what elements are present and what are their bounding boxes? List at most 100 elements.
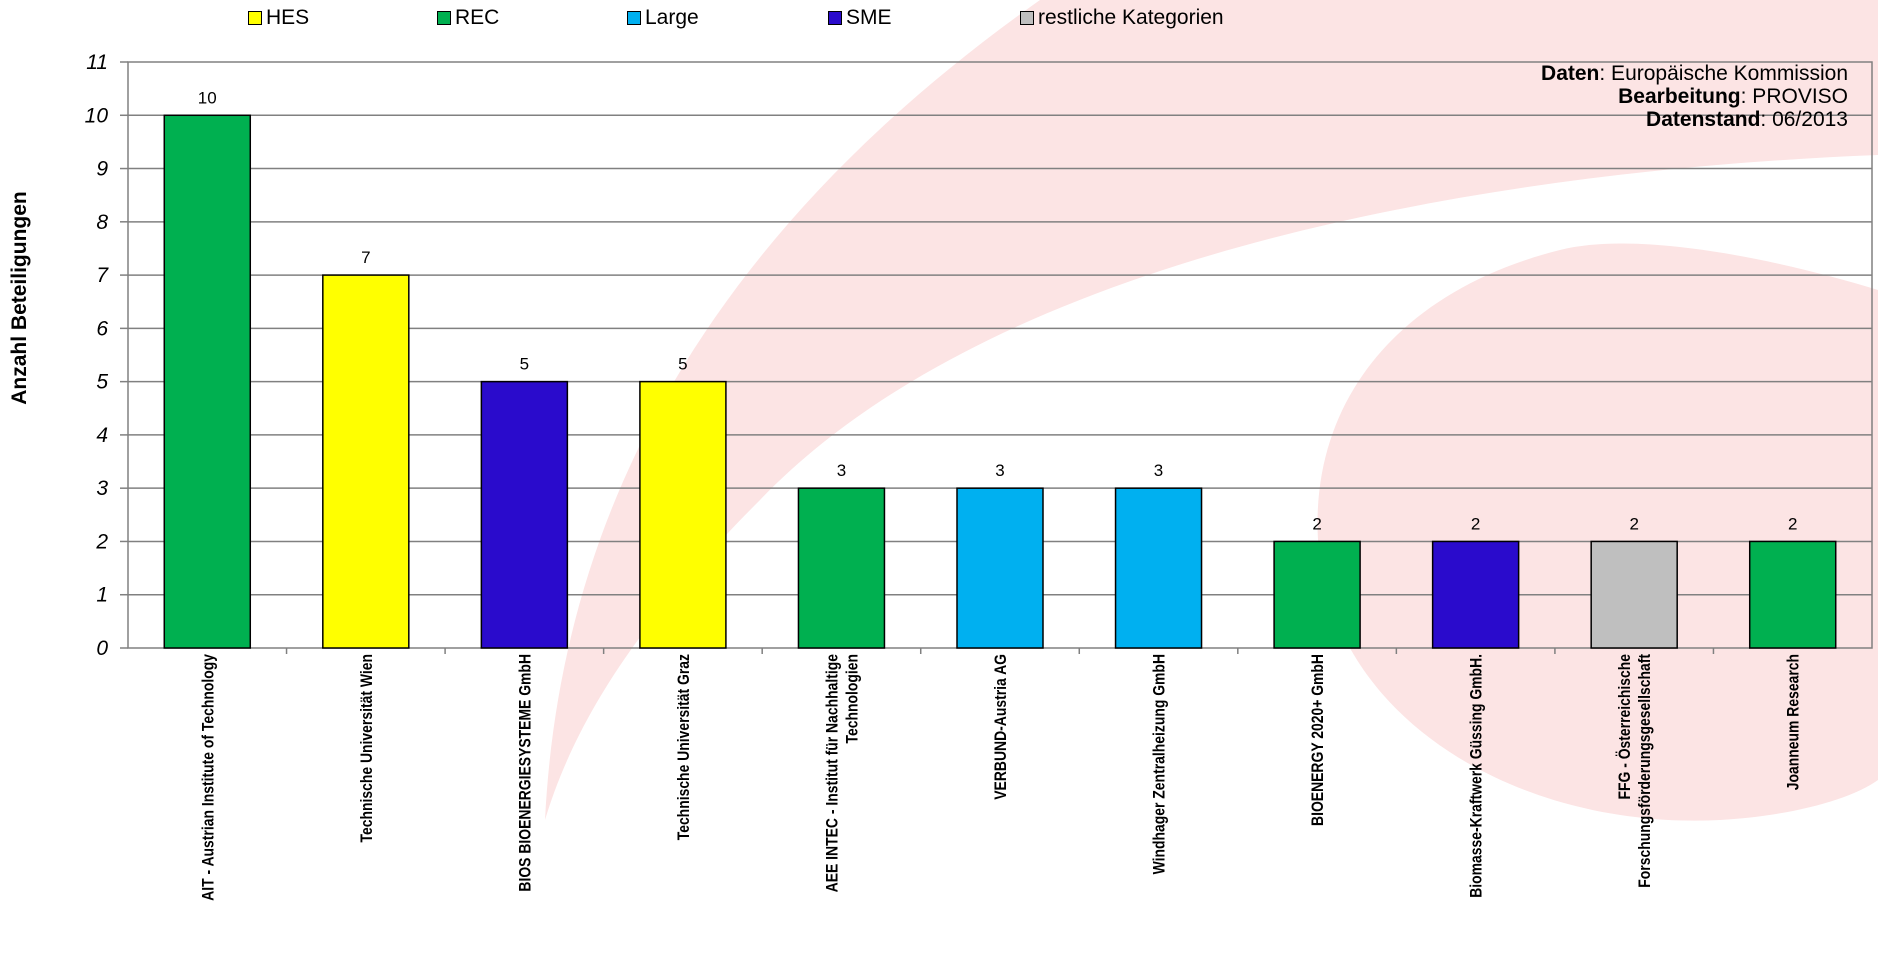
legend-label: HES [266, 6, 310, 29]
y-tick-label: 5 [96, 371, 108, 394]
data-label: 5 [678, 355, 687, 374]
bar [163, 114, 252, 649]
legend-item-hes: HES [248, 6, 309, 30]
source-daten-value: : Europäische Kommission [1599, 62, 1848, 85]
source-line-daten: Daten: Europäische Kommission [1541, 62, 1848, 85]
background-circle [1317, 243, 1878, 821]
y-tick-label: 4 [96, 424, 108, 447]
bar [956, 487, 1044, 649]
x-tick-label-line: VERBUND-Austria AG [992, 654, 1011, 800]
source-bearbeitung-value: : PROVISO [1740, 85, 1848, 108]
x-tick-label-text: Biomasse-Kraftwerk Güssing GmbH. [1467, 654, 1486, 898]
x-tick-label-text: Windhager Zentralheizung GmbH [1150, 654, 1169, 874]
legend: HES REC Large SME restliche Kategorien [0, 6, 1878, 32]
bar [797, 487, 886, 649]
x-tick-label: AEE INTEC - Institut für NachhaltigeTech… [823, 654, 862, 893]
data-label: 5 [520, 355, 529, 374]
data-label: 3 [837, 461, 846, 480]
x-tick-label: VERBUND-Austria AG [992, 654, 1011, 800]
legend-item-sme: SME [828, 6, 892, 30]
legend-swatch-sme [828, 11, 842, 25]
x-axis-labels: AIT - Austrian Institute of Technology Te… [199, 654, 1803, 901]
legend-label: restliche Kategorien [1038, 6, 1224, 29]
x-tick-label-text: Technische Universität Wien [358, 654, 377, 842]
y-tick-label: 1 [96, 584, 108, 607]
y-tick-label: 2 [95, 530, 108, 553]
gridlines [120, 61, 1873, 654]
data-label: 7 [361, 248, 370, 267]
x-tick-label: FFG - ÖsterreichischeForschungsförderung… [1616, 654, 1655, 888]
x-tick-label-line: AIT - Austrian Institute of Technology [199, 654, 218, 901]
x-tick-label: Windhager Zentralheizung GmbH [1150, 654, 1169, 874]
x-tick-label-line: AEE INTEC - Institut für Nachhaltige [823, 654, 842, 893]
bar [639, 380, 727, 649]
legend-swatch-restliche [1020, 11, 1034, 25]
x-tick-label: Biomasse-Kraftwerk Güssing GmbH. [1467, 654, 1486, 898]
y-axis-ticks: 0 1 2 3 4 5 6 7 8 9 10 11 [85, 51, 110, 660]
x-tick-label-line: Technische Universität Wien [358, 654, 377, 842]
x-tick-label: Technische Universität Wien [358, 654, 377, 842]
source-daten-label: Daten [1541, 62, 1600, 85]
y-tick-label: 10 [85, 104, 109, 127]
x-tick-label-line: Joanneum Research [1785, 654, 1804, 790]
source-datenstand-label: Datenstand [1646, 108, 1761, 131]
source-bearbeitung-label: Bearbeitung [1618, 85, 1741, 108]
data-label: 10 [198, 88, 217, 107]
x-tick-label-line: Biomasse-Kraftwerk Güssing GmbH. [1467, 654, 1486, 898]
x-tick-label-line: BIOS BIOENERGIESYSTEME GmbH [516, 654, 535, 892]
x-tick-label-text: AEE INTEC - Institut für NachhaltigeTech… [823, 654, 862, 893]
x-tick-label-text: VERBUND-Austria AG [992, 654, 1011, 800]
y-tick-label: 8 [96, 211, 108, 234]
data-label: 2 [1788, 514, 1797, 533]
source-line-bearbeitung: Bearbeitung: PROVISO [1541, 85, 1848, 108]
x-tick-label-line: Technologien [843, 654, 862, 744]
legend-item-rec: REC [437, 6, 499, 30]
source-line-datenstand: Datenstand: 06/2013 [1541, 108, 1848, 131]
bar [322, 274, 410, 649]
background-swoosh [545, 0, 1878, 820]
y-tick-label: 9 [96, 158, 108, 181]
legend-item-large: Large [627, 6, 699, 30]
legend-label: REC [455, 6, 500, 29]
background-decoration [545, 0, 1878, 821]
bar [480, 380, 569, 649]
legend-label: Large [645, 6, 699, 29]
legend-swatch-large [627, 11, 641, 25]
x-tick-label-text: Joanneum Research [1785, 654, 1804, 790]
x-tick-label-line: BIOENERGY 2020+ GmbH [1309, 654, 1328, 826]
y-axis-label: Anzahl Beteiligungen [8, 191, 31, 405]
legend-label: SME [846, 6, 892, 29]
legend-item-restliche: restliche Kategorien [1020, 6, 1224, 30]
y-tick-label: 7 [96, 264, 109, 287]
bar [1273, 540, 1361, 649]
bars [163, 114, 1837, 649]
bar [1748, 540, 1837, 649]
data-label: 3 [1154, 461, 1163, 480]
x-tick-label-text: FFG - ÖsterreichischeForschungsförderung… [1616, 654, 1655, 888]
x-tick-label-text: Technische Universität Graz [675, 654, 694, 840]
bar [1590, 540, 1678, 649]
legend-swatch-rec [437, 11, 451, 25]
data-label: 2 [1629, 514, 1638, 533]
x-tick-label-text: AIT - Austrian Institute of Technology [199, 654, 218, 901]
bar [1114, 487, 1203, 649]
x-tick-label: AIT - Austrian Institute of Technology [199, 654, 218, 901]
x-tick-label-text: BIOENERGY 2020+ GmbH [1309, 654, 1328, 826]
x-tick-label-text: BIOS BIOENERGIESYSTEME GmbH [516, 654, 535, 892]
y-tick-label: 3 [96, 477, 108, 500]
source-datenstand-value: : 06/2013 [1760, 108, 1848, 131]
data-label: 3 [995, 461, 1004, 480]
data-labels: 10 7 5 5 3 3 3 2 2 2 2 [198, 88, 1798, 533]
x-tick-label: Technische Universität Graz [675, 654, 694, 840]
x-tick-label-line: Windhager Zentralheizung GmbH [1150, 654, 1169, 874]
legend-swatch-hes [248, 11, 262, 25]
source-note: Daten: Europäische Kommission Bearbeitun… [1541, 62, 1848, 131]
y-tick-label: 0 [96, 637, 108, 660]
data-label: 2 [1312, 514, 1321, 533]
x-tick-label: Joanneum Research [1785, 654, 1804, 790]
x-tick-label: BIOS BIOENERGIESYSTEME GmbH [516, 654, 535, 892]
bar [1431, 540, 1520, 649]
data-label: 2 [1471, 514, 1480, 533]
y-tick-label: 11 [86, 51, 108, 74]
